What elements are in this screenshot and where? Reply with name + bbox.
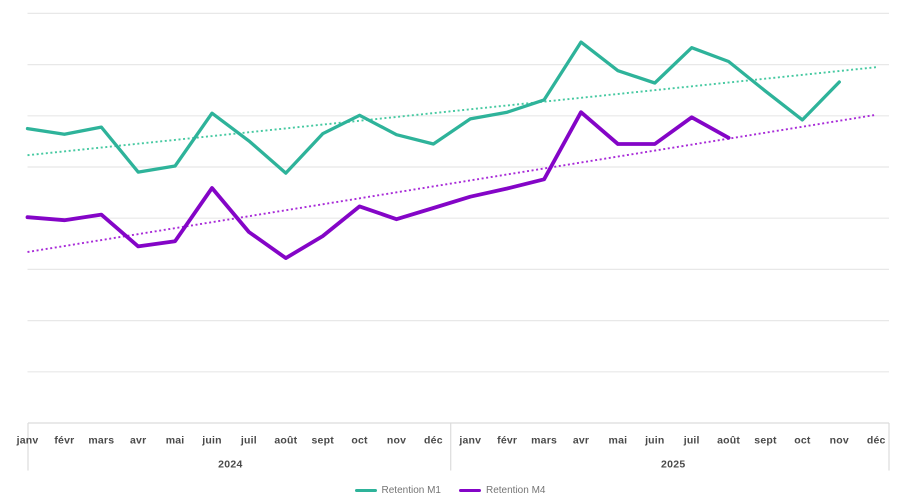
legend-label-retention-m1: Retention M1: [381, 484, 441, 496]
series-line-retention-m4: [25, 110, 731, 261]
x-axis: janv févr mars avr mai juin juil août sept oct nov…: [16, 422, 890, 471]
x-tick-label: mars: [88, 435, 114, 447]
x-tick-label: nov: [387, 435, 406, 447]
x-tick-label: juin: [644, 435, 664, 447]
x-tick-label: janv: [16, 435, 39, 447]
x-tick-label: févr: [497, 435, 517, 447]
x-tick-label: oct: [351, 435, 368, 447]
trendline-retention-m4: [27, 113, 877, 253]
retention-line-chart: janv févr mars avr mai juin juil août sept oct nov…: [16, 12, 890, 471]
series-lines: [25, 40, 841, 261]
series-line-retention-m1: [25, 40, 841, 175]
year-label: 2024: [218, 459, 243, 471]
trendline-retention-m1: [27, 66, 877, 157]
x-tick-label: avr: [130, 435, 146, 447]
trendlines: [27, 66, 877, 253]
x-tick-label: déc: [424, 435, 443, 447]
gridlines: [27, 12, 889, 373]
chart-legend: Retention M1 Retention M4: [0, 474, 900, 502]
legend-swatch-retention-m4: [459, 488, 481, 492]
x-tick-label: mai: [609, 435, 628, 447]
x-tick-label: juil: [683, 435, 700, 447]
x-tick-label: oct: [794, 435, 811, 447]
x-tick-label: janv: [458, 435, 481, 447]
x-tick-label: août: [274, 435, 297, 447]
x-tick-label: déc: [867, 435, 886, 447]
x-tick-label: juil: [240, 435, 257, 447]
x-tick-label: août: [717, 435, 740, 447]
x-tick-label: avr: [573, 435, 589, 447]
x-tick-label: juin: [201, 435, 221, 447]
x-tick-label: févr: [54, 435, 74, 447]
legend-item-retention-m4[interactable]: Retention M4: [459, 485, 545, 496]
x-tick-label: sept: [312, 435, 335, 447]
x-tick-label: sept: [754, 435, 777, 447]
x-tick-label: nov: [830, 435, 849, 447]
legend-item-retention-m1[interactable]: Retention M1: [354, 484, 441, 496]
x-tick-label: mars: [531, 435, 557, 447]
legend-swatch-retention-m1: [354, 488, 377, 492]
year-label: 2025: [661, 459, 686, 471]
legend-label-retention-m4: Retention M4: [486, 484, 546, 496]
x-tick-label: mai: [166, 435, 185, 447]
